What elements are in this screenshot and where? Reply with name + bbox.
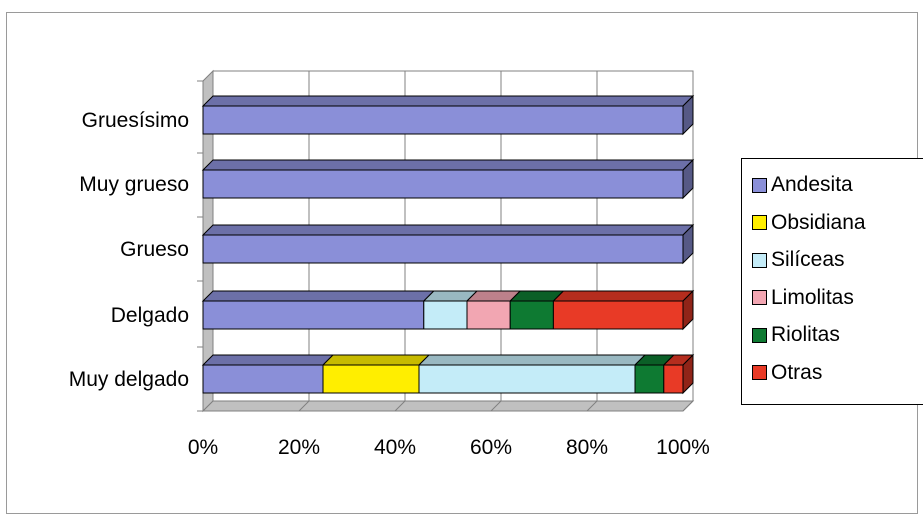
legend-item: Otras xyxy=(752,359,822,387)
x-tick-label: 100% xyxy=(656,436,710,459)
legend-swatch xyxy=(752,327,767,343)
x-tick-label: 60% xyxy=(470,436,512,459)
legend: Andesita Obsidiana Silíceas Limolitas Riolit… xyxy=(741,158,923,405)
x-tick-label: 20% xyxy=(278,436,320,459)
bar-segment xyxy=(662,353,695,395)
bar-segment xyxy=(201,354,335,394)
bar-series xyxy=(201,94,695,395)
legend-label: Silíceas xyxy=(771,248,845,271)
gridline-floor xyxy=(586,400,598,412)
gridline-floor xyxy=(490,400,502,412)
bar-segment xyxy=(465,290,522,330)
x-tick-label: 80% xyxy=(566,436,608,459)
category-label: Grueso xyxy=(120,238,189,261)
gridline-floor xyxy=(394,400,406,412)
bar-segment xyxy=(321,354,431,394)
bar-segment xyxy=(422,290,479,330)
chart-frame: Gruesísimo Muy grueso Grueso Delgado Muy del… xyxy=(6,12,923,514)
legend-swatch xyxy=(752,365,767,380)
gridline-floor xyxy=(682,400,694,412)
legend-swatch xyxy=(752,215,767,230)
legend-label: Obsidiana xyxy=(771,210,866,234)
legend-item: Silíceas xyxy=(752,246,845,274)
bar-segment xyxy=(417,354,647,394)
category-label: Delgado xyxy=(111,304,189,327)
legend-label: Limolitas xyxy=(771,285,854,309)
gridline-floor xyxy=(298,400,310,412)
floor xyxy=(201,400,695,412)
legend-item: Limolitas xyxy=(752,284,854,312)
bar-segment xyxy=(201,94,695,136)
chart-plot: Gruesísimo Muy grueso Grueso Delgado Muy del… xyxy=(69,69,710,459)
legend-item: Andesita xyxy=(752,171,853,199)
bar-segment xyxy=(201,223,695,265)
bar-segment xyxy=(201,158,695,200)
bar-segment xyxy=(201,290,436,330)
legend-item: Riolitas xyxy=(752,321,840,349)
bar-segment xyxy=(508,290,565,330)
legend-item: Obsidiana xyxy=(752,209,866,237)
bar-segment xyxy=(552,289,695,331)
category-axis-labels: Gruesísimo Muy grueso Grueso Delgado Muy del… xyxy=(69,109,189,391)
category-label: Muy delgado xyxy=(69,368,189,391)
bar-segment xyxy=(633,354,676,394)
category-label: Muy grueso xyxy=(79,173,189,196)
legend-label: Otras xyxy=(771,360,823,384)
category-label: Gruesísimo xyxy=(82,109,189,132)
x-tick-label: 40% xyxy=(374,436,416,459)
legend-swatch xyxy=(752,290,767,305)
legend-label: Andesita xyxy=(771,173,853,196)
value-axis-labels: 0% 20% 40% 60% 80% 100% xyxy=(188,436,710,459)
legend-label: Riolitas xyxy=(771,323,840,346)
x-tick-label: 0% xyxy=(188,436,218,459)
legend-swatch xyxy=(752,177,767,193)
legend-swatch xyxy=(752,252,767,268)
